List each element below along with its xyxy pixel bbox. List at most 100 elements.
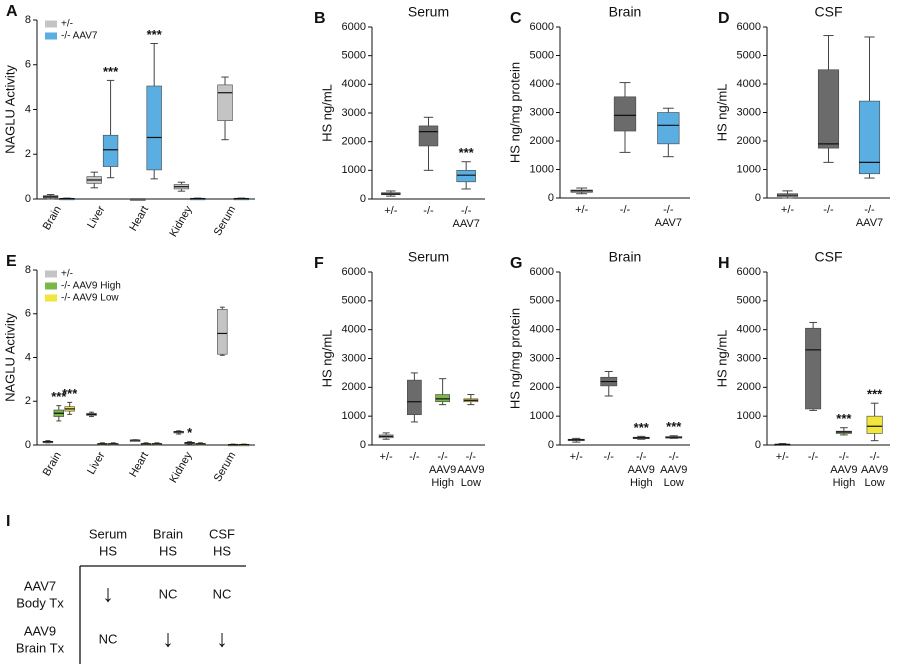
y-tick-label: 3000 — [530, 352, 554, 364]
y-tick-label: 4000 — [737, 324, 761, 336]
y-axis-label: NAGLU Activity — [2, 313, 17, 402]
box — [866, 415, 883, 434]
x-tick-label: -/- — [839, 451, 850, 463]
table-header: Serum — [89, 526, 127, 541]
legend-swatch — [45, 20, 57, 28]
y-tick-label: 0 — [360, 193, 366, 205]
x-tick-label: -/- — [669, 451, 680, 463]
x-tick-label: -/- — [423, 205, 434, 217]
y-tick-label: 3000 — [737, 106, 761, 118]
significance: * — [187, 425, 193, 440]
y-tick-label: 1000 — [342, 410, 366, 422]
box — [805, 327, 822, 410]
y-axis-label: HS ng/mL — [714, 84, 729, 142]
row-label: Brain Tx — [16, 640, 65, 655]
row-label: AAV9 — [24, 623, 56, 638]
row-label: Body Tx — [16, 595, 64, 610]
y-tick-label: 2000 — [342, 136, 366, 148]
panel-letter: C — [510, 10, 522, 27]
x-tick-label: -/- — [409, 451, 420, 463]
x-tick-label: Kidney — [168, 204, 195, 240]
x-tick-label: -/- — [823, 204, 834, 216]
y-axis-label: HS ng/mg protein — [507, 308, 522, 409]
y-tick-label: 3000 — [530, 106, 554, 118]
panel-letter: B — [314, 10, 326, 27]
y-tick-label: 4000 — [737, 78, 761, 90]
y-tick-label: 5000 — [342, 50, 366, 62]
x-tick-label: -/- — [864, 204, 875, 216]
panel-letter: I — [6, 513, 10, 530]
y-tick-label: 0 — [25, 439, 31, 451]
table-cell: NC — [159, 586, 178, 601]
x-tick-label: AAV7 — [655, 217, 682, 229]
table-cell: NC — [213, 586, 232, 601]
y-tick-label: 1000 — [342, 164, 366, 176]
chart-title: Serum — [408, 4, 449, 20]
x-tick-label: -/- — [636, 451, 647, 463]
box — [146, 85, 162, 171]
legend-label: -/- AAV9 Low — [61, 293, 119, 304]
box — [418, 125, 439, 147]
y-tick-label: 2000 — [737, 135, 761, 147]
x-tick-label: +/- — [384, 205, 397, 217]
x-tick-label: -/- — [437, 451, 448, 463]
panel-letter: H — [718, 255, 730, 272]
x-tick-label: -/- — [461, 205, 472, 217]
significance: *** — [634, 420, 650, 435]
x-tick-label: Serum — [212, 204, 239, 238]
legend-swatch — [45, 270, 57, 278]
y-tick-label: 4 — [25, 103, 31, 115]
y-tick-label: 4 — [25, 351, 31, 363]
x-tick-label: High — [833, 477, 856, 489]
panel-letter: A — [6, 3, 18, 20]
legend-label: +/- — [61, 269, 73, 280]
table-header: HS — [159, 543, 177, 558]
box — [456, 170, 476, 183]
panel-letter: D — [718, 10, 730, 27]
x-tick-label: AAV9 — [457, 464, 484, 476]
y-axis-label: HS ng/mg protein — [507, 62, 522, 163]
x-tick-label: AAV9 — [861, 464, 888, 476]
legend-label: +/- — [61, 19, 73, 30]
x-tick-label: AAV9 — [660, 464, 687, 476]
significance: *** — [62, 386, 78, 401]
x-tick-label: Low — [865, 477, 885, 489]
x-tick-label: -/- — [808, 451, 819, 463]
y-tick-label: 6000 — [530, 266, 554, 278]
significance: *** — [459, 145, 475, 160]
x-tick-label: -/- — [604, 451, 615, 463]
significance: *** — [147, 27, 163, 42]
x-tick-label: AAV9 — [429, 464, 456, 476]
y-tick-label: 4000 — [530, 324, 554, 336]
box — [435, 394, 450, 403]
y-tick-label: 1000 — [530, 163, 554, 175]
y-tick-label: 0 — [755, 439, 761, 451]
panel-letter: G — [510, 255, 522, 272]
y-tick-label: 3000 — [342, 352, 366, 364]
table-cell: ↓ — [162, 625, 174, 652]
y-tick-label: 0 — [548, 192, 554, 204]
y-tick-label: 6000 — [737, 266, 761, 278]
y-tick-label: 5000 — [530, 49, 554, 61]
legend-swatch — [45, 294, 57, 302]
table-cell: ↓ — [102, 580, 114, 607]
x-tick-label: Kidney — [168, 450, 195, 486]
y-tick-label: 0 — [360, 439, 366, 451]
box — [613, 96, 637, 132]
x-tick-label: -/- — [620, 204, 631, 216]
chart-title: CSF — [815, 4, 843, 20]
y-axis-label: HS ng/mL — [319, 330, 334, 388]
y-tick-label: 5000 — [737, 295, 761, 307]
table-header: Brain — [153, 526, 183, 541]
x-tick-label: AAV9 — [628, 464, 655, 476]
table-cell: ↓ — [216, 625, 228, 652]
y-axis-label: HS ng/mL — [714, 330, 729, 388]
y-tick-label: 5000 — [737, 49, 761, 61]
x-tick-label: -/- — [663, 204, 674, 216]
chart-title: Serum — [408, 249, 449, 265]
y-tick-label: 6000 — [737, 21, 761, 33]
box — [102, 134, 119, 167]
x-tick-label: High — [431, 477, 454, 489]
x-tick-label: +/- — [776, 451, 789, 463]
